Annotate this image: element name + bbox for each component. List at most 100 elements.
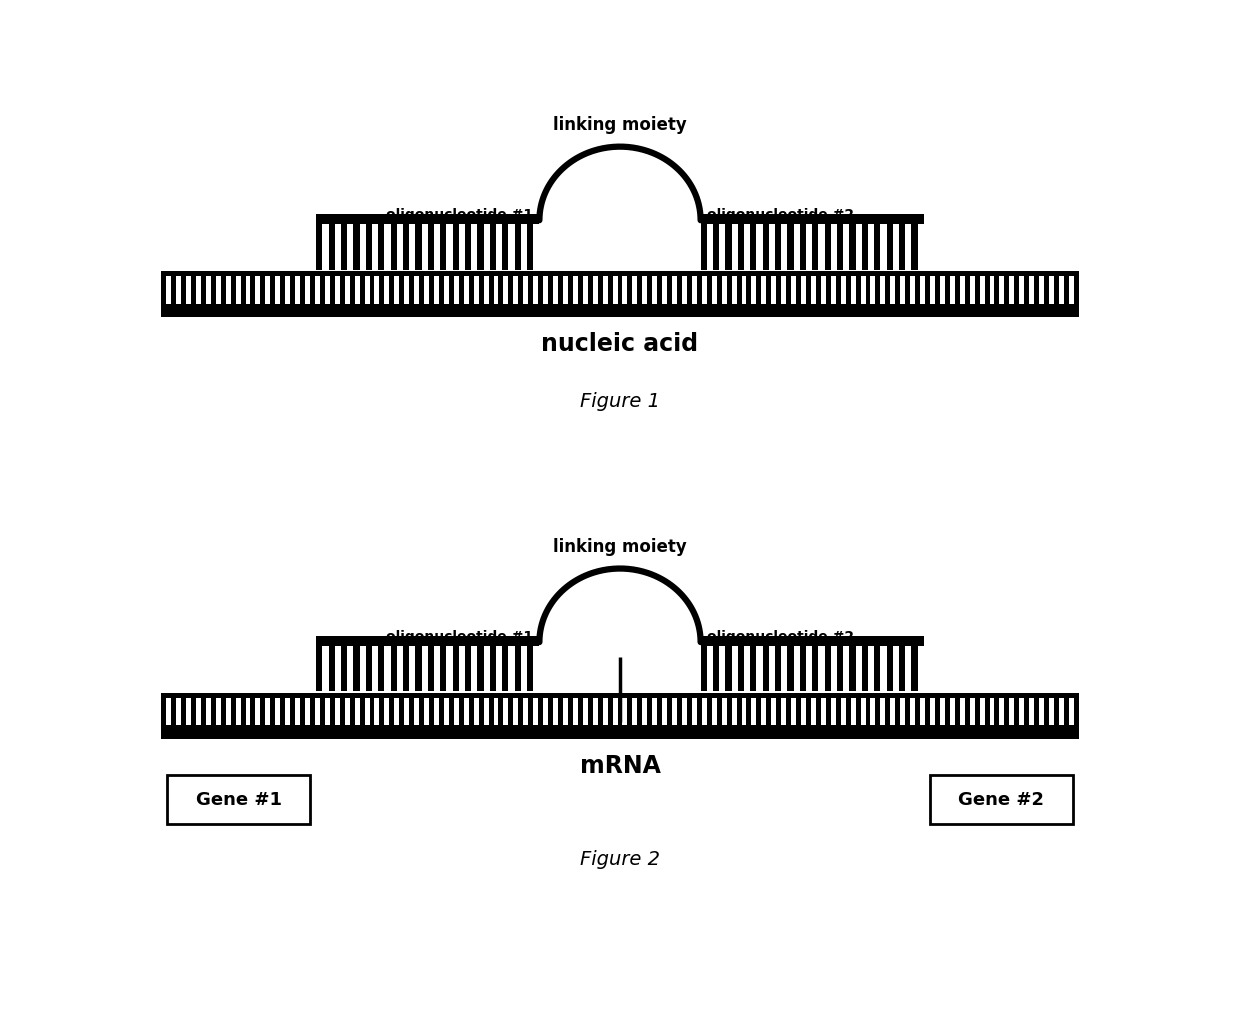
Bar (330, 271, 335, 304)
Text: linking moiety: linking moiety (553, 116, 687, 135)
Bar (360, 271, 365, 304)
Bar (701, 636, 924, 646)
Bar (796, 693, 801, 725)
Bar (1054, 271, 1059, 304)
Bar (687, 693, 692, 725)
Bar (528, 693, 533, 725)
Bar (211, 271, 216, 304)
Bar (737, 271, 742, 304)
Bar (713, 216, 719, 270)
Bar (866, 271, 870, 304)
Bar (935, 693, 940, 725)
Bar (489, 271, 494, 304)
Bar (290, 271, 295, 304)
Bar (479, 271, 484, 304)
Bar (875, 271, 880, 304)
Bar (515, 638, 521, 691)
Bar (1014, 271, 1019, 304)
Bar (945, 271, 950, 304)
Bar (490, 638, 496, 691)
Bar (429, 271, 434, 304)
Bar (477, 638, 484, 691)
Bar (329, 638, 335, 691)
Bar (465, 216, 471, 270)
Bar (836, 271, 841, 304)
Bar (360, 693, 365, 725)
Bar (725, 216, 732, 270)
Bar (161, 271, 1079, 276)
Bar (241, 271, 246, 304)
Bar (825, 638, 831, 691)
Bar (250, 693, 255, 725)
Bar (366, 216, 372, 270)
Bar (965, 693, 970, 725)
Bar (191, 693, 196, 725)
Bar (806, 693, 811, 725)
Bar (796, 271, 801, 304)
Bar (221, 271, 226, 304)
Bar (428, 638, 434, 691)
Bar (667, 271, 672, 304)
Bar (1024, 271, 1029, 304)
Bar (707, 271, 712, 304)
Bar (300, 271, 305, 304)
Bar (925, 271, 930, 304)
Bar (775, 216, 781, 270)
Bar (379, 693, 384, 725)
Bar (316, 216, 322, 270)
Bar (945, 693, 950, 725)
Bar (687, 271, 692, 304)
Bar (329, 216, 335, 270)
Bar (812, 216, 818, 270)
Text: Figure 2: Figure 2 (580, 850, 660, 868)
Bar (707, 693, 712, 725)
Text: oligonucleotide #1: oligonucleotide #1 (386, 208, 533, 222)
Bar (975, 693, 980, 725)
Bar (725, 638, 732, 691)
Bar (787, 216, 794, 270)
Bar (502, 216, 508, 270)
Bar (985, 693, 990, 725)
Bar (816, 271, 821, 304)
Bar (161, 304, 1079, 317)
Bar (415, 216, 422, 270)
Bar (826, 693, 831, 725)
Bar (341, 638, 347, 691)
Bar (727, 271, 732, 304)
Bar (800, 638, 806, 691)
Bar (211, 693, 216, 725)
Bar (885, 271, 890, 304)
Bar (459, 693, 464, 725)
Bar (201, 693, 206, 725)
Bar (849, 216, 856, 270)
Bar (378, 638, 384, 691)
Bar (310, 693, 315, 725)
Bar (955, 693, 960, 725)
Bar (786, 271, 791, 304)
Bar (717, 693, 722, 725)
Bar (161, 271, 166, 304)
Bar (167, 775, 310, 824)
Bar (866, 693, 870, 725)
Bar (627, 693, 632, 725)
Bar (316, 636, 539, 646)
Bar (737, 693, 742, 725)
Bar (161, 693, 1079, 698)
Bar (399, 693, 404, 725)
Bar (1074, 271, 1079, 304)
Bar (1054, 693, 1059, 725)
Bar (181, 271, 186, 304)
Bar (697, 693, 702, 725)
Bar (776, 693, 781, 725)
Bar (763, 216, 769, 270)
Bar (1024, 693, 1029, 725)
Bar (270, 271, 275, 304)
Bar (1014, 693, 1019, 725)
Bar (498, 271, 503, 304)
Bar (776, 271, 781, 304)
Bar (756, 693, 761, 725)
Bar (701, 638, 707, 691)
Bar (875, 693, 880, 725)
Bar (389, 693, 394, 725)
Bar (1074, 693, 1079, 725)
